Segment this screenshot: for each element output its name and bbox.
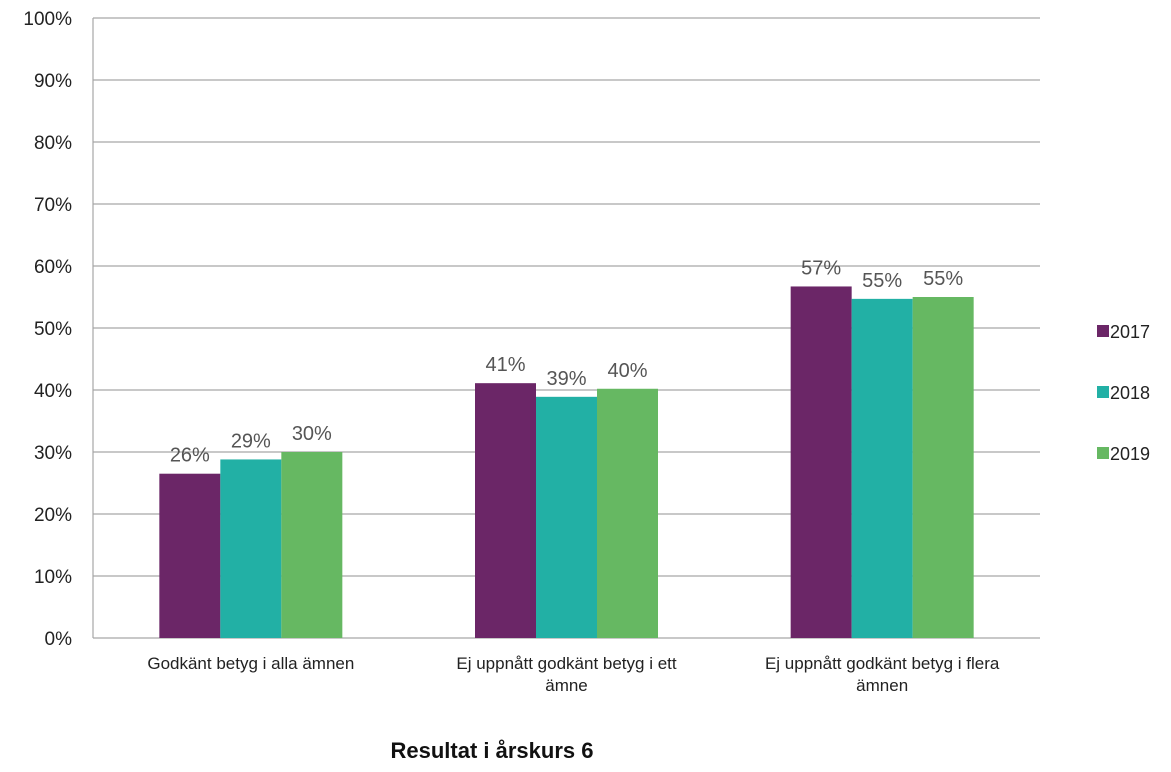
bar	[536, 396, 597, 638]
y-tick-label: 20%	[34, 505, 72, 526]
y-tick-label: 90%	[34, 71, 72, 92]
y-tick-label: 80%	[34, 133, 72, 154]
bar	[281, 452, 343, 638]
data-labels: 26% 29% 30% 41% 39% 40% 57% 55% 55%	[170, 257, 964, 466]
legend-swatch	[1097, 325, 1109, 337]
x-tick-label: ämne	[545, 676, 588, 695]
bar	[851, 298, 913, 638]
bar	[912, 297, 974, 638]
legend: 2017 2018 2019	[1097, 322, 1150, 464]
bar	[220, 459, 282, 638]
data-label: 40%	[607, 360, 647, 382]
legend-label: 2017	[1110, 322, 1150, 342]
data-label: 39%	[546, 368, 586, 390]
y-tick-label: 0%	[45, 629, 73, 650]
x-axis-category-labels: Godkänt betyg i alla ämnen Ej uppnått god…	[147, 654, 1000, 695]
bar	[597, 388, 658, 638]
bars	[159, 286, 974, 638]
x-tick-label: Ej uppnått godkänt betyg i flera	[765, 654, 1000, 673]
data-label: 41%	[485, 354, 525, 376]
y-tick-label: 50%	[34, 319, 72, 340]
y-tick-label: 10%	[34, 567, 72, 588]
bar	[159, 473, 221, 638]
legend-swatch	[1097, 386, 1109, 398]
data-label: 57%	[801, 257, 841, 279]
y-tick-label: 60%	[34, 257, 72, 278]
data-label: 30%	[292, 423, 332, 445]
data-label: 26%	[170, 445, 210, 467]
chart-title: Resultat i årskurs 6	[391, 738, 594, 763]
y-tick-label: 70%	[34, 195, 72, 216]
y-tick-label: 30%	[34, 443, 72, 464]
y-axis-ticks: 0% 10% 20% 30% 40% 50% 60% 70% 80% 90% 100%	[23, 9, 72, 650]
y-tick-label: 40%	[34, 381, 72, 402]
x-tick-label: Ej uppnått godkänt betyg i ett	[456, 654, 676, 673]
x-tick-label: Godkänt betyg i alla ämnen	[147, 654, 354, 673]
data-label: 29%	[231, 430, 271, 452]
x-tick-label: ämnen	[856, 676, 908, 695]
bar	[790, 286, 852, 638]
legend-label: 2019	[1110, 444, 1150, 464]
legend-swatch	[1097, 447, 1109, 459]
bar	[475, 383, 536, 638]
y-tick-label: 100%	[23, 9, 72, 30]
legend-label: 2018	[1110, 383, 1150, 403]
data-label: 55%	[862, 270, 902, 292]
data-label: 55%	[923, 268, 963, 290]
